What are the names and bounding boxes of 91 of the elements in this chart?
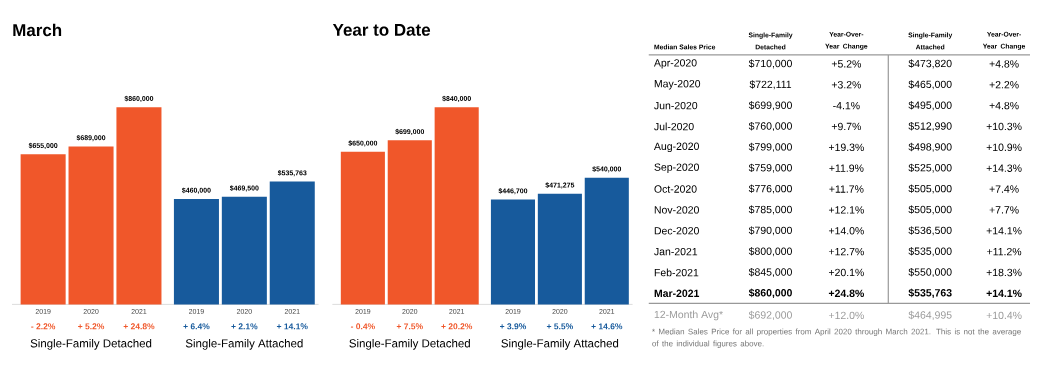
- text: $710,000: [748, 59, 792, 69]
- bar: [20, 154, 66, 305]
- text: Single-Family Detached: [349, 338, 470, 350]
- text: +7.4%: [989, 185, 1019, 193]
- text: +9.7%: [831, 122, 861, 131]
- text: $465,000: [908, 80, 952, 90]
- text: + 3.9%: [500, 323, 527, 330]
- text: $535,763: [908, 288, 952, 298]
- text: $505,000: [908, 184, 952, 194]
- chart-title: Year to Date: [332, 23, 431, 36]
- bar: [584, 177, 629, 305]
- text: +4.8%: [989, 60, 1019, 68]
- text: $759,000: [748, 163, 792, 173]
- text: 12-Month Avg*: [654, 310, 723, 321]
- text: +14.3%: [986, 164, 1022, 172]
- text: $512,990: [908, 121, 952, 131]
- text: Jan-2021: [654, 247, 698, 256]
- text: Aug-2020: [653, 142, 699, 152]
- text: $785,000: [748, 205, 792, 215]
- bar: [221, 196, 267, 305]
- bar: [68, 146, 114, 305]
- text: $550,000: [908, 267, 952, 277]
- text: Dec-2020: [654, 226, 699, 235]
- text: $845,000: [748, 267, 792, 277]
- text: Apr-2020: [653, 58, 697, 69]
- text: +14.1%: [986, 226, 1022, 235]
- text: $799,000: [748, 142, 792, 152]
- text: $692,000: [748, 310, 792, 320]
- text: May-2020: [654, 79, 701, 90]
- text: $495,000: [908, 100, 952, 110]
- text: + 2.1%: [231, 323, 258, 330]
- text: + 5.2%: [78, 323, 105, 330]
- text: +12.1%: [828, 206, 864, 214]
- text: +5.2%: [831, 60, 861, 68]
- text: Jun-2020: [654, 101, 698, 110]
- text: Single-Family Detached: [30, 338, 152, 350]
- text: $860,000: [748, 288, 792, 298]
- bar: [340, 151, 385, 305]
- text: + 24.8%: [123, 323, 155, 330]
- text: +2.2%: [989, 80, 1019, 89]
- text: +7.7%: [989, 206, 1019, 214]
- text: +24.8%: [828, 289, 864, 297]
- text: $800,000: [748, 246, 792, 257]
- bar: [387, 140, 432, 305]
- text: +11.2%: [987, 247, 1022, 256]
- text: $790,000: [748, 226, 792, 236]
- text: +14.1%: [986, 289, 1022, 297]
- text: +4.8%: [989, 101, 1019, 110]
- text: Mar-2021: [654, 289, 700, 297]
- text: -4.1%: [833, 101, 860, 110]
- text: Oct-2020: [654, 185, 697, 193]
- text: +3.2%: [831, 80, 861, 89]
- text: Nov-2020: [654, 206, 699, 214]
- text: + 5.5%: [546, 323, 573, 330]
- text: + 6.4%: [183, 323, 210, 330]
- text: +10.4%: [986, 311, 1022, 319]
- text: +10.9%: [986, 143, 1022, 151]
- text: + 14.6%: [591, 323, 623, 330]
- text: +18.3%: [986, 268, 1022, 277]
- text: $525,000: [908, 163, 952, 173]
- text: $473,820: [908, 59, 952, 69]
- text: - 0.4%: [350, 323, 375, 330]
- text: $464,995: [908, 310, 952, 320]
- text: +10.3%: [986, 122, 1022, 131]
- bar: [269, 181, 315, 305]
- chart-title: March: [13, 23, 62, 37]
- text: Sep-2020: [654, 163, 699, 173]
- text: Single-Family Attached: [501, 338, 619, 350]
- text: +19.3%: [828, 143, 864, 151]
- text: $498,900: [908, 142, 952, 152]
- text: $760,000: [748, 121, 792, 131]
- text: $536,500: [908, 226, 952, 236]
- text: $776,000: [748, 184, 792, 194]
- text: $535,000: [908, 246, 952, 257]
- text: +11.9%: [829, 164, 864, 172]
- text: + 7.5%: [396, 323, 423, 330]
- text: +12.0%: [828, 311, 864, 319]
- text: + 20.2%: [441, 323, 473, 330]
- bar: [537, 193, 582, 305]
- text: +20.1%: [828, 268, 864, 277]
- text: $722,111: [749, 80, 792, 90]
- text: $505,000: [908, 205, 952, 215]
- text: Single-Family Attached: [185, 338, 303, 350]
- text: +14.0%: [828, 226, 864, 235]
- text: +11.7%: [829, 185, 864, 193]
- text: - 2.2%: [31, 323, 56, 330]
- text: Feb-2021: [654, 268, 699, 277]
- text: + 14.1%: [276, 323, 308, 330]
- text: +12.7%: [828, 247, 864, 256]
- text: Jul-2020: [654, 122, 694, 131]
- text: $699,900: [748, 100, 792, 110]
